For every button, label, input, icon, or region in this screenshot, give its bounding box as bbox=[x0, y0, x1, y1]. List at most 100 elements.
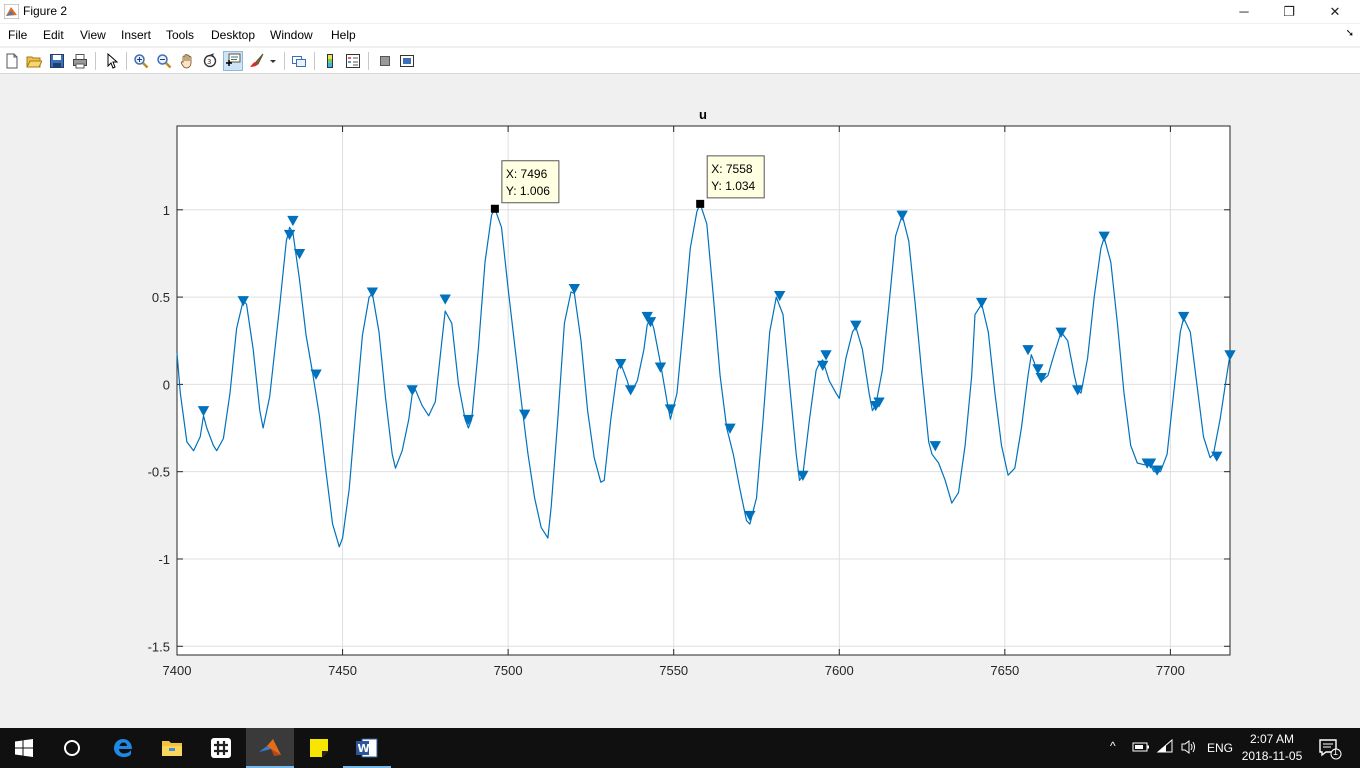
edit-plot-icon[interactable] bbox=[102, 51, 122, 71]
clock-time[interactable]: 2:07 AM bbox=[1249, 732, 1295, 746]
datatip[interactable]: X: 7558 Y: 1.034 bbox=[706, 155, 765, 199]
data-cursor-icon[interactable] bbox=[223, 51, 243, 71]
x-tick-label: 7600 bbox=[825, 663, 854, 678]
zoom-in-icon[interactable] bbox=[131, 51, 151, 71]
chart-title: u bbox=[699, 107, 707, 122]
menu-tools[interactable]: Tools bbox=[166, 28, 195, 42]
triangle-marker bbox=[641, 311, 653, 323]
colorbar-icon[interactable] bbox=[320, 51, 340, 71]
triangle-marker bbox=[462, 414, 475, 426]
triangle-marker bbox=[568, 283, 581, 295]
action-center-icon[interactable]: 1 bbox=[1318, 738, 1342, 763]
triangle-marker bbox=[366, 287, 379, 298]
edge-browser-icon[interactable] bbox=[99, 728, 147, 768]
dock-arrow-icon[interactable]: ➘ bbox=[1345, 28, 1354, 39]
y-tick-label: -1.5 bbox=[148, 639, 170, 654]
cortana-search-icon[interactable] bbox=[48, 728, 96, 768]
datatip[interactable]: X: 7496 Y: 1.006 bbox=[501, 160, 560, 204]
triangle-marker bbox=[873, 397, 885, 408]
restore-button[interactable]: ❐ bbox=[1283, 3, 1295, 19]
triangle-marker bbox=[519, 409, 531, 420]
x-tick-label: 7450 bbox=[328, 663, 357, 678]
figure-toolbar: 3 bbox=[0, 48, 1360, 74]
minimize-button[interactable]: ─ bbox=[1239, 4, 1249, 19]
notification-count: 1 bbox=[1333, 747, 1339, 757]
open-file-icon[interactable] bbox=[24, 51, 44, 71]
brush-icon[interactable] bbox=[247, 51, 267, 71]
x-tick-label: 7700 bbox=[1156, 663, 1185, 678]
print-icon[interactable] bbox=[70, 51, 90, 71]
brush-dropdown-icon[interactable] bbox=[267, 51, 279, 71]
triangle-marker bbox=[850, 320, 862, 331]
triangle-marker bbox=[615, 359, 627, 370]
svg-text:3: 3 bbox=[207, 58, 211, 66]
datatip-box bbox=[501, 160, 560, 204]
toolbar-separator bbox=[314, 52, 315, 70]
triangle-marker bbox=[237, 296, 249, 307]
title-bar[interactable]: Figure 2 ─ ❐ ✕ bbox=[0, 0, 1360, 23]
hide-plot-tools-icon[interactable] bbox=[375, 51, 395, 71]
triangle-marker bbox=[929, 441, 941, 452]
show-plot-tools-icon[interactable] bbox=[397, 51, 417, 71]
show-hidden-icons-icon[interactable]: ^ bbox=[1110, 739, 1116, 753]
triangle-marker bbox=[283, 229, 296, 241]
triangle-marker bbox=[1144, 458, 1157, 469]
toolbar-separator bbox=[284, 52, 285, 70]
triangle-marker bbox=[287, 215, 299, 227]
menu-insert[interactable]: Insert bbox=[121, 28, 152, 42]
triangle-marker bbox=[1224, 350, 1236, 361]
menu-edit[interactable]: Edit bbox=[43, 28, 64, 42]
open-app-indicator bbox=[343, 766, 391, 768]
legend-icon[interactable] bbox=[343, 51, 363, 71]
menu-view[interactable]: View bbox=[80, 28, 106, 42]
menu-help[interactable]: Help bbox=[331, 28, 356, 42]
x-tick-label: 7400 bbox=[163, 663, 192, 678]
menu-window[interactable]: Window bbox=[270, 28, 313, 42]
slack-icon[interactable] bbox=[197, 728, 245, 768]
wifi-icon[interactable] bbox=[1156, 738, 1174, 759]
triangle-marker bbox=[664, 404, 677, 415]
sticky-notes-icon[interactable] bbox=[295, 728, 343, 768]
language-indicator[interactable]: ENG bbox=[1207, 741, 1234, 755]
volume-icon[interactable] bbox=[1180, 739, 1198, 758]
word-icon[interactable]: W bbox=[343, 728, 391, 768]
figure-canvas: 7400 7450 7500 7550 7600 7650 7700 1 0.5 0 -0.5 -1 -… bbox=[0, 75, 1360, 728]
triangle-marker bbox=[1035, 373, 1047, 384]
battery-icon[interactable] bbox=[1132, 740, 1150, 757]
triangle-marker bbox=[1022, 345, 1034, 356]
toolbar-separator bbox=[126, 52, 127, 70]
datatip-point-marker bbox=[696, 199, 705, 208]
y-tick-label: 1 bbox=[163, 203, 170, 218]
plot-area[interactable]: 7400 7450 7500 7550 7600 7650 7700 1 0.5 0 -0.5 -1 -… bbox=[0, 75, 1360, 728]
file-explorer-icon[interactable] bbox=[148, 728, 196, 768]
pan-icon[interactable] bbox=[177, 51, 197, 71]
datatip-box bbox=[706, 155, 765, 199]
menu-file[interactable]: File bbox=[8, 28, 28, 42]
active-app-indicator bbox=[246, 766, 294, 768]
triangle-marker bbox=[975, 297, 988, 309]
new-figure-icon[interactable] bbox=[2, 51, 22, 71]
triangle-marker bbox=[817, 360, 829, 372]
matlab-app-icon bbox=[4, 4, 19, 19]
triangle-marker bbox=[797, 470, 809, 481]
close-button[interactable]: ✕ bbox=[1329, 3, 1341, 19]
taskbar: W ^ ENG 2:07 AM 2018-11-05 1 bbox=[0, 728, 1360, 768]
triangle-marker bbox=[773, 290, 786, 302]
matlab-icon[interactable] bbox=[246, 728, 294, 768]
rotate-3d-icon[interactable]: 3 bbox=[200, 51, 220, 71]
x-tick-label: 7500 bbox=[494, 663, 523, 678]
triangle-marker bbox=[1032, 364, 1044, 375]
y-tick-label: -1 bbox=[158, 552, 170, 567]
menu-desktop[interactable]: Desktop bbox=[211, 28, 256, 42]
x-tick-label: 7550 bbox=[659, 663, 688, 678]
toolbar-separator bbox=[368, 52, 369, 70]
save-icon[interactable] bbox=[47, 51, 67, 71]
clock-date[interactable]: 2018-11-05 bbox=[1241, 749, 1303, 763]
figure-window: Figure 2 ─ ❐ ✕ File Edit View Insert Too… bbox=[0, 0, 1360, 728]
x-tick-label: 7650 bbox=[990, 663, 1019, 678]
link-plot-icon[interactable] bbox=[289, 51, 309, 71]
triangle-marker bbox=[439, 294, 451, 305]
zoom-out-icon[interactable] bbox=[154, 51, 174, 71]
windows-start-icon[interactable] bbox=[0, 728, 48, 768]
datatip-point-marker bbox=[490, 204, 499, 213]
